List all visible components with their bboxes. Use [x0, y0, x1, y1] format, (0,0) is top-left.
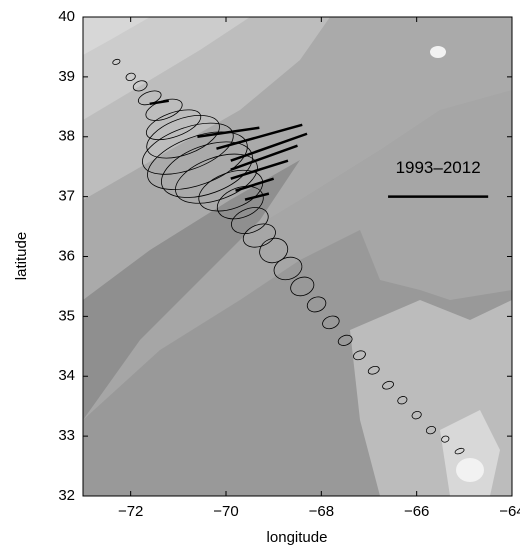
y-tick-label: 35 — [58, 307, 75, 324]
ellipse — [273, 256, 303, 281]
y-tick-label: 40 — [58, 8, 75, 25]
x-tick-label: −70 — [213, 503, 238, 520]
ellipse — [454, 447, 465, 455]
ellipse — [231, 207, 269, 234]
ellipse — [306, 296, 327, 313]
trend-line — [197, 126, 260, 138]
ellipse — [441, 435, 450, 443]
ellipse — [132, 80, 148, 92]
ellipse — [367, 365, 380, 375]
ellipse — [242, 223, 276, 248]
ellipse — [112, 58, 121, 65]
ellipse — [145, 109, 202, 141]
ellipse — [337, 334, 353, 346]
y-axis-label: latitude — [13, 232, 30, 280]
x-tick-label: −72 — [118, 503, 143, 520]
trend-line — [230, 159, 289, 180]
ellipse — [382, 380, 394, 390]
x-tick-label: −64 — [499, 503, 520, 520]
y-tick-label: 36 — [58, 247, 75, 264]
ellipse — [322, 315, 340, 330]
y-tick-label: 38 — [58, 128, 75, 145]
y-tick-label: 34 — [58, 367, 75, 384]
scale-label: 1993–2012 — [396, 158, 481, 177]
ellipse — [175, 153, 258, 204]
ellipse — [125, 72, 136, 82]
ellipse — [353, 350, 366, 361]
x-axis-label: longitude — [267, 529, 328, 546]
y-tick-label: 33 — [58, 427, 75, 444]
y-tick-label: 37 — [58, 188, 75, 205]
y-tick-label: 39 — [58, 68, 75, 85]
trend-line — [235, 177, 275, 192]
ellipse — [411, 411, 422, 420]
ellipse — [198, 169, 264, 212]
x-tick-label: −68 — [309, 503, 334, 520]
ellipse — [147, 131, 248, 190]
x-tick-label: −66 — [404, 503, 429, 520]
trend-line — [149, 99, 169, 106]
ellipse — [290, 276, 315, 297]
ellipse — [259, 237, 289, 264]
trend-line — [216, 123, 303, 150]
trend-line — [230, 144, 298, 171]
trend-line — [244, 192, 270, 201]
ellipse — [397, 396, 408, 405]
trend-line — [230, 132, 308, 162]
ellipse — [425, 425, 437, 435]
bathymetry — [83, 17, 512, 496]
y-tick-label: 32 — [58, 487, 75, 504]
